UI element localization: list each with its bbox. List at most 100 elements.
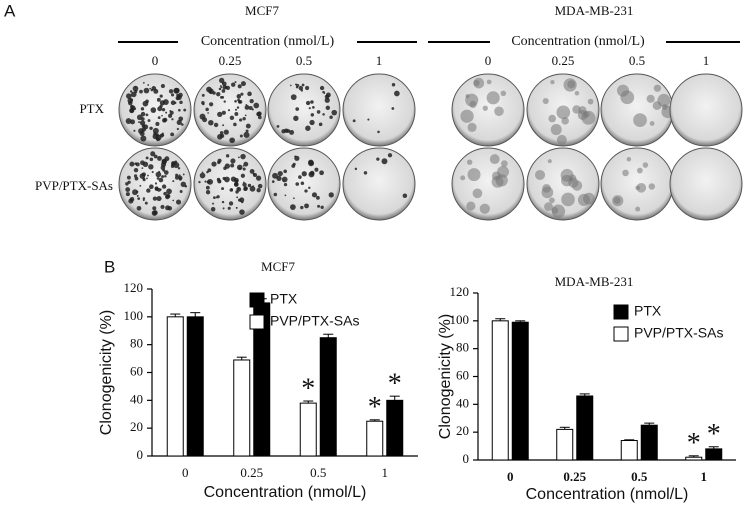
legend-label: PVP/PTX-SAs [634,325,723,341]
colony [148,164,154,170]
colony [230,158,236,164]
colony [184,184,188,188]
colony [220,86,223,89]
colony [325,105,331,111]
colony [568,177,579,188]
colony [161,175,165,179]
y-tick-label: 100 [450,312,470,327]
colony [494,106,504,117]
colony [132,189,138,196]
colony [223,129,229,135]
colony [150,88,154,92]
colony [320,205,324,209]
colony [572,105,581,114]
colony [163,191,167,196]
colony [207,168,212,173]
colony [648,183,656,190]
x-axis-label: Concentration (nmol/L) [526,486,689,503]
colony [142,82,145,84]
colony [248,106,253,111]
colony [160,204,165,210]
x-tick-label: 0.25 [563,469,586,484]
colony [170,132,175,137]
colony [161,107,166,112]
colony [534,169,546,181]
colony [550,80,555,85]
colony [210,207,216,212]
bar [386,399,404,457]
colony [391,83,396,87]
colony [281,129,286,134]
colony [251,108,254,111]
colony [216,91,221,97]
dish [267,147,341,221]
colony [547,159,552,164]
dish [267,73,341,147]
colony [222,207,225,210]
colony [465,94,470,99]
colony [141,117,145,121]
colony [223,100,226,103]
colony [149,157,154,162]
x-tick-label: 1 [701,469,708,484]
colony [304,203,309,209]
colony [144,201,148,205]
y-tick-label: 80 [456,340,469,355]
colony [227,109,231,112]
colony [230,176,237,182]
colony [495,174,508,187]
colony [467,122,477,132]
colony [402,193,408,199]
colony [561,192,575,207]
colony [137,197,141,200]
colony [140,135,147,142]
colony [180,181,187,187]
colony [162,168,166,172]
colony [325,92,331,98]
colony [219,131,224,135]
panel-label: A [4,1,16,20]
colony [469,100,477,108]
colony [296,83,300,87]
colony [141,167,144,170]
dish [451,73,525,147]
colony [160,84,165,89]
colony [242,182,247,187]
colony [233,182,239,187]
significance-mark: * [388,369,402,400]
colony [149,87,151,90]
y-axis-label: Clonogenicity (%) [98,310,115,435]
colony [311,192,318,198]
colony [310,100,314,104]
colony [238,99,243,104]
colony [257,115,262,120]
colony [179,189,183,193]
colony [143,87,150,94]
colony [394,90,400,97]
row-label: PTX [79,101,104,116]
colony [234,108,238,111]
colony [282,179,285,182]
colony [212,202,215,205]
colony [277,170,283,177]
colony [151,170,154,174]
bar [576,395,594,461]
colony [176,119,182,126]
colony [239,134,243,138]
colony [247,183,252,188]
colony [155,121,160,127]
colony [466,159,473,165]
colony [218,87,222,91]
legend-label: PTX [270,291,298,307]
colony [222,124,225,127]
colony [301,83,305,87]
legend-swatch [613,304,629,320]
colony [198,180,201,184]
colony [158,177,164,183]
colony [482,105,488,111]
colony [134,176,139,181]
x-tick-label: 0.25 [240,465,263,480]
colony [544,202,553,212]
colony [154,182,158,185]
colony [129,161,135,167]
